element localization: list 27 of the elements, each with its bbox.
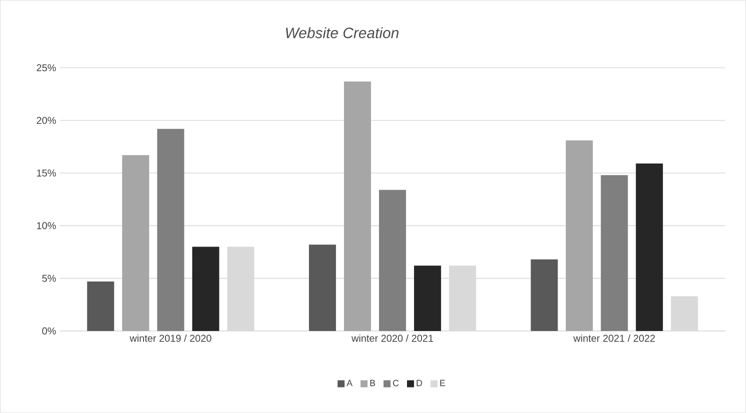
y-tick-label: 5% [42,274,56,282]
legend-label: D [416,380,422,386]
bar [636,164,663,332]
legend-label: A [346,380,353,386]
bar [87,282,114,332]
bar [530,260,558,332]
legend-label: B [370,380,376,386]
bar [600,175,628,332]
chart-title: Website Creation [286,27,398,38]
y-tick-label: 25% [36,64,56,72]
y-tick-label: 20% [36,117,56,124]
bar [414,266,442,332]
bar [308,244,336,332]
y-tick-label: 15% [37,170,56,177]
y-tick-label: 10% [37,222,56,230]
x-tick-label: winter 2019 / 2020 [130,334,212,342]
x-tick-label: winter 2020 / 2021 [351,334,434,342]
legend-label: E [440,380,446,386]
bar [344,82,371,332]
bar [566,140,593,332]
bar [379,190,406,332]
y-tick-label: 0% [42,328,56,335]
bar [122,155,150,332]
legend-label: C [392,380,399,386]
bar [192,246,220,332]
bar [157,128,184,332]
x-tick-label: winter 2021 / 2022 [573,334,655,342]
